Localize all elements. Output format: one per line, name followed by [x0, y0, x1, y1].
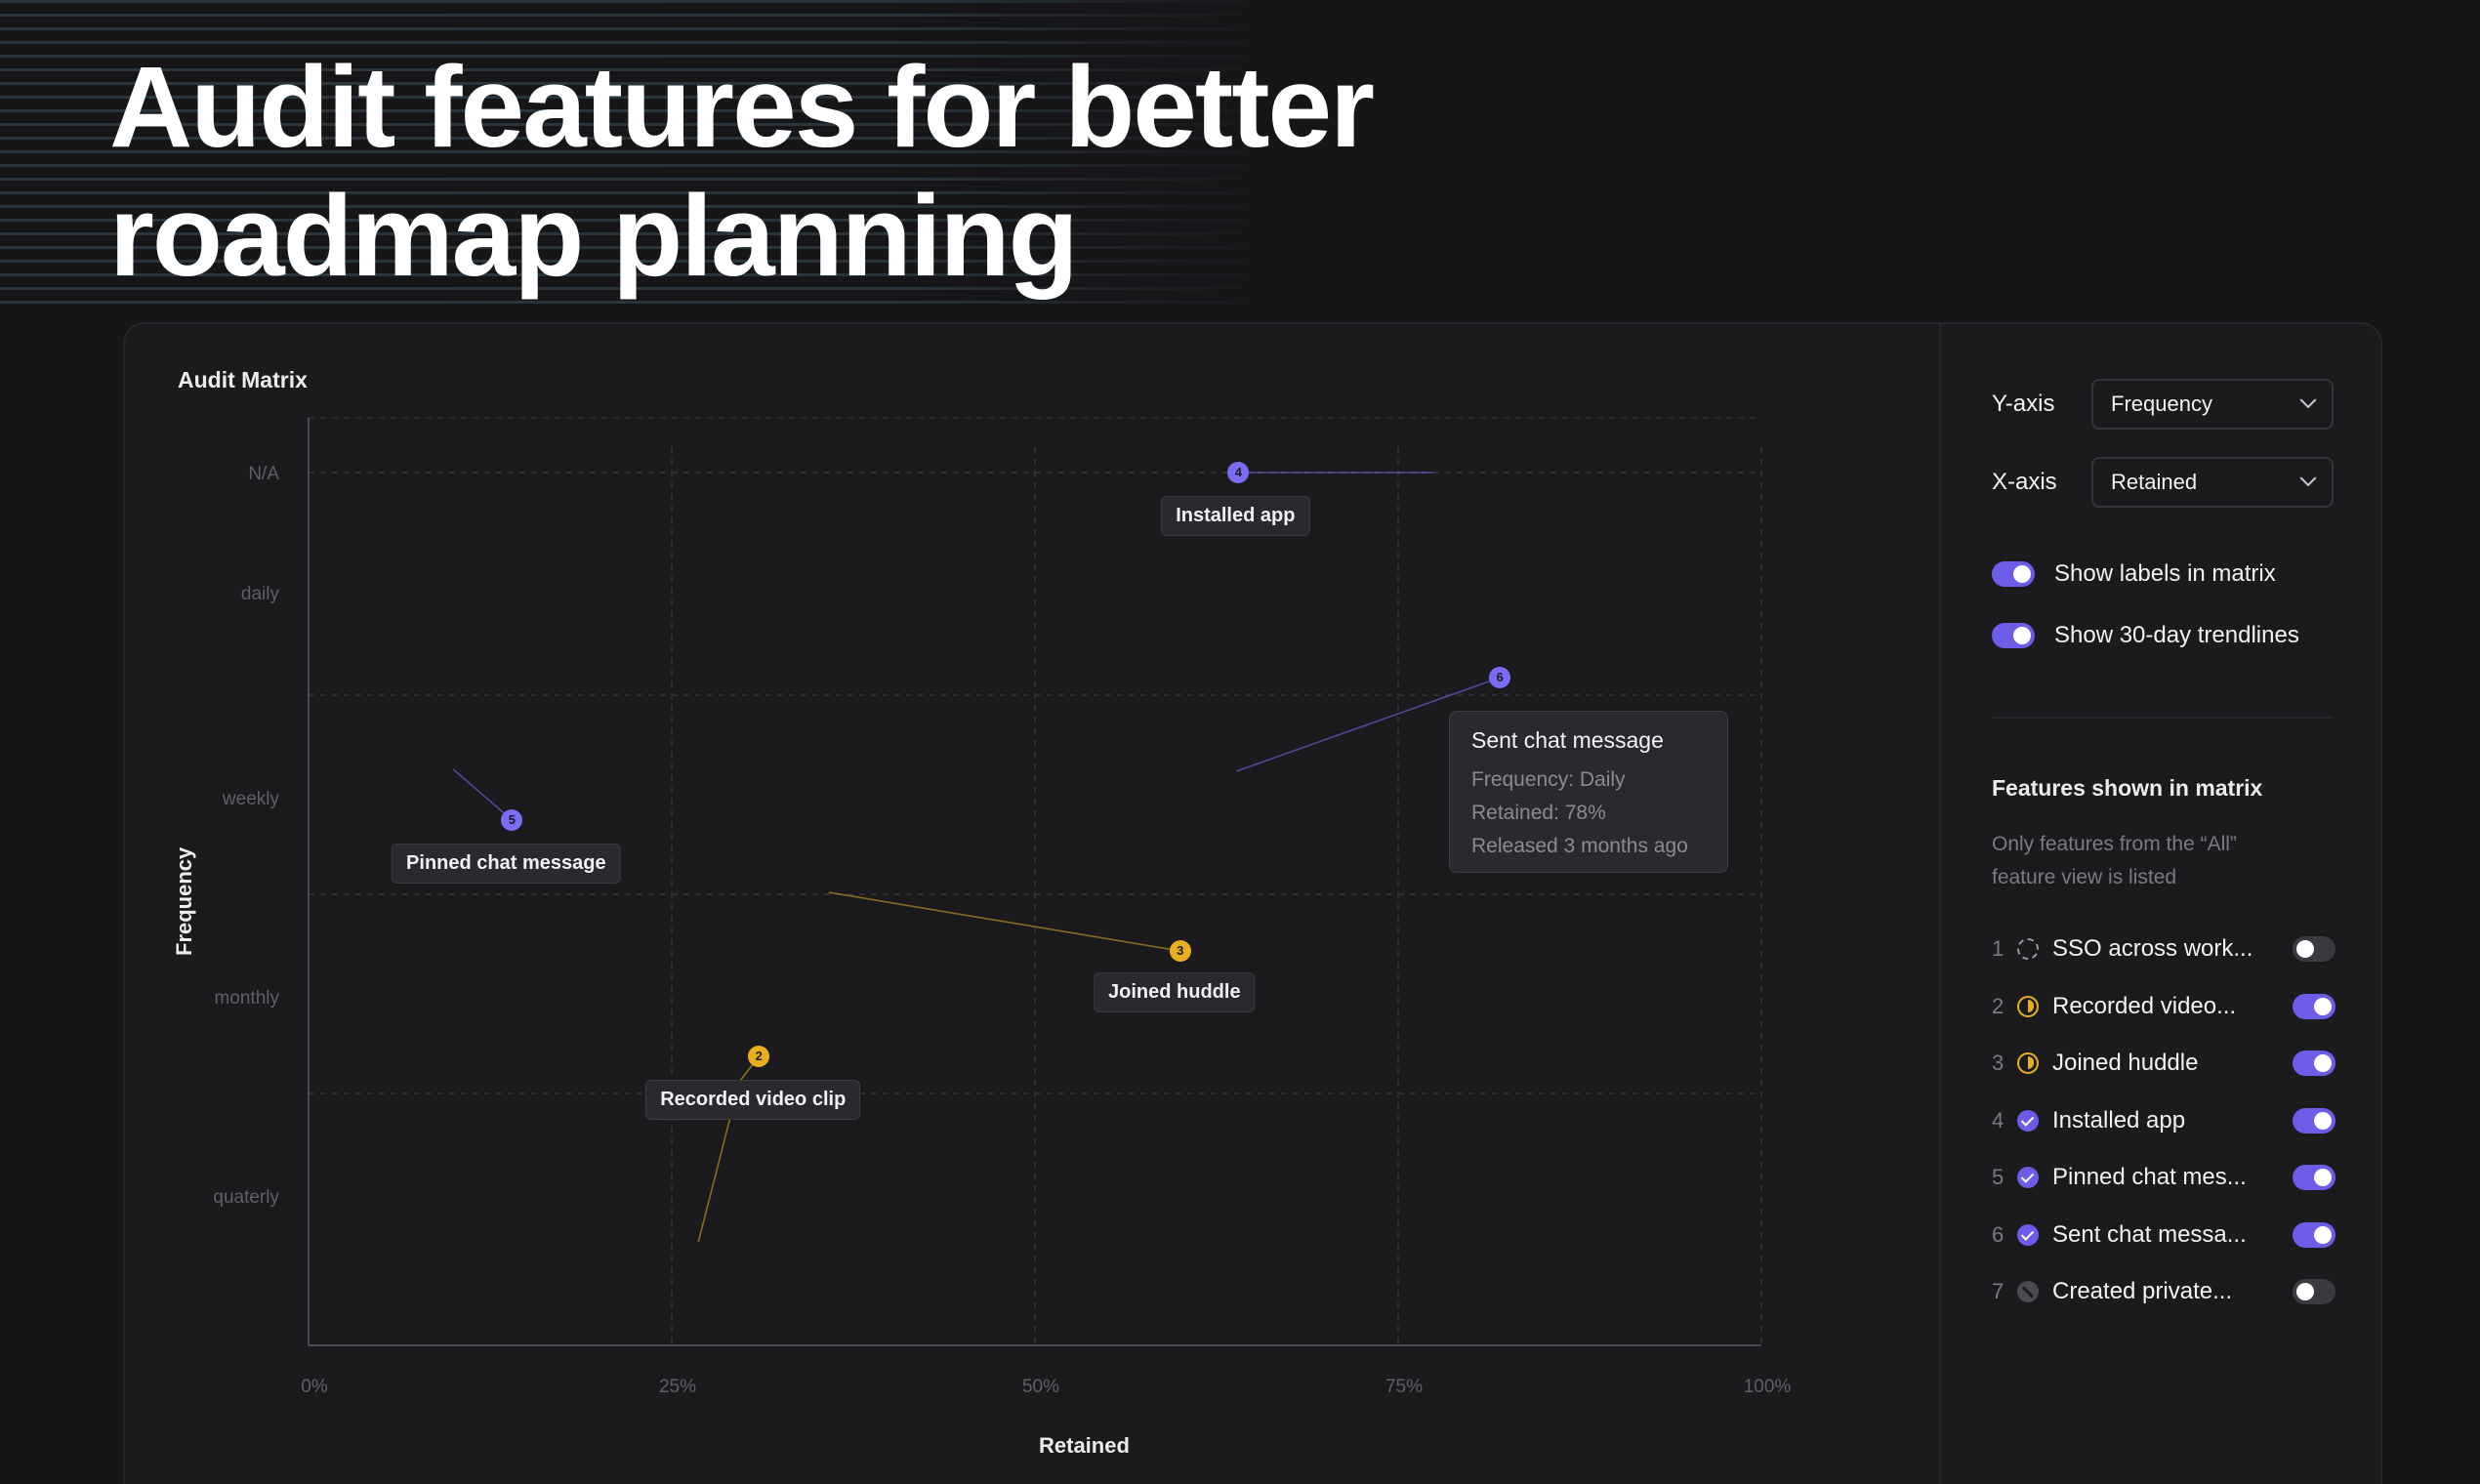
trendline — [828, 891, 1180, 952]
feature-number: 2 — [1992, 993, 2005, 1018]
show-labels-toggle-row: Show labels in matrix — [1992, 560, 2276, 588]
y-tick-label: weekly — [222, 789, 279, 809]
feature-item: 3 Joined huddle — [1992, 1046, 2335, 1081]
point-marker[interactable]: 6 — [1489, 667, 1511, 688]
feature-toggle[interactable] — [2293, 1165, 2335, 1190]
feature-toggle[interactable] — [2293, 1107, 2335, 1134]
settings-sidebar: Y-axis Frequency X-axis Retained Show la… — [1941, 324, 2384, 1484]
check-circle-icon — [2017, 1223, 2039, 1246]
feature-toggle[interactable] — [2293, 993, 2335, 1019]
feature-number: 1 — [1992, 936, 2005, 961]
y-axis-select[interactable]: Frequency — [2091, 379, 2334, 430]
panel-divider — [1939, 324, 1941, 1484]
feature-number: 5 — [1992, 1165, 2005, 1189]
y-tick-label: quaterly — [213, 1187, 279, 1208]
y-axis-select-value: Frequency — [2111, 392, 2212, 416]
feature-item: 6 Sent chat messa... — [1992, 1217, 2335, 1253]
x-tick-label: 0% — [301, 1377, 328, 1397]
tooltip-title: Sent chat message — [1471, 727, 1664, 753]
audit-panel: Audit Matrix Frequency Retained N/A daily… — [123, 322, 2382, 1484]
feature-toggle[interactable] — [2293, 1051, 2335, 1076]
feature-number: 7 — [1992, 1279, 2005, 1303]
point-tooltip: Sent chat message Frequency: Daily Retai… — [1449, 711, 1728, 873]
dashed-circle-icon — [2017, 938, 2039, 960]
matrix-title: Audit Matrix — [178, 367, 308, 392]
check-circle-icon — [2017, 1167, 2039, 1188]
feature-item: 7 Created private... — [1992, 1274, 2335, 1309]
check-circle-icon — [2017, 1109, 2039, 1132]
x-axis-select[interactable]: Retained — [2091, 457, 2334, 508]
show-trendlines-toggle-row: Show 30-day trendlines — [1992, 622, 2299, 649]
point-marker[interactable]: 4 — [1227, 462, 1250, 483]
x-tick-label: 75% — [1385, 1377, 1424, 1397]
features-title: Features shown in matrix — [1992, 775, 2263, 801]
x-axis-title: Retained — [1039, 1433, 1130, 1458]
feature-number: 4 — [1992, 1107, 2005, 1133]
y-tick-label: N/A — [248, 464, 279, 484]
x-tick-label: 25% — [658, 1377, 697, 1397]
x-axis-label: X-axis — [1992, 469, 2057, 495]
feature-name: Pinned chat mes... — [2052, 1164, 2247, 1190]
feature-item: 1 SSO across work... — [1992, 931, 2335, 967]
show-trendlines-label: Show 30-day trendlines — [2054, 622, 2299, 648]
tooltip-retained: Retained: 78% — [1471, 802, 1606, 824]
feature-item: 4 Installed app — [1992, 1103, 2335, 1138]
point-label: Recorded video clip — [645, 1080, 861, 1120]
feature-number: 6 — [1992, 1221, 2005, 1247]
x-tick-label: 50% — [1021, 1377, 1060, 1397]
hero-stripes — [0, 0, 1279, 312]
point-label: Pinned chat message — [392, 844, 621, 884]
feature-name: Created private... — [2052, 1278, 2233, 1304]
point-marker[interactable]: 5 — [501, 809, 523, 831]
x-tick-label: 100% — [1743, 1377, 1792, 1397]
feature-name: SSO across work... — [2052, 935, 2253, 962]
sidebar-divider — [1992, 717, 2334, 719]
feature-name: Recorded video... — [2052, 992, 2237, 1019]
tooltip-released: Released 3 months ago — [1471, 835, 1688, 857]
show-labels-label: Show labels in matrix — [2054, 560, 2276, 587]
trendline — [1235, 677, 1501, 772]
show-labels-toggle[interactable] — [1992, 561, 2035, 587]
x-axis-select-value: Retained — [2111, 470, 2198, 494]
y-axis-control: Y-axis Frequency — [1992, 379, 2334, 430]
y-tick-label: daily — [240, 584, 279, 604]
chevron-down-icon — [2299, 392, 2317, 409]
feature-toggle[interactable] — [2293, 936, 2335, 962]
x-axis-control: X-axis Retained — [1992, 457, 2334, 508]
half-circle-icon — [2017, 1052, 2039, 1074]
hero-title-line2: roadmap planning — [109, 172, 1079, 301]
hero-title: Audit features for better roadmap planni… — [109, 43, 1476, 301]
chevron-down-icon — [2299, 470, 2317, 487]
chart-svg — [308, 417, 1762, 1346]
feature-item: 5 Pinned chat mes... — [1992, 1160, 2335, 1195]
feature-toggle[interactable] — [2293, 1221, 2335, 1248]
cancel-circle-icon — [2017, 1281, 2039, 1302]
audit-matrix-chart: Audit Matrix Frequency Retained N/A daily… — [125, 324, 1939, 1484]
y-tick-label: monthly — [214, 988, 279, 1009]
feature-name: Sent chat messa... — [2052, 1220, 2247, 1248]
feature-toggle[interactable] — [2293, 1279, 2335, 1304]
point-label: Joined huddle — [1094, 972, 1256, 1012]
feature-name: Installed app — [2052, 1106, 2186, 1134]
hero-title-line1: Audit features for better — [109, 43, 1375, 172]
show-trendlines-toggle[interactable] — [1992, 623, 2035, 648]
feature-item: 2 Recorded video... — [1992, 989, 2335, 1024]
half-circle-icon — [2017, 995, 2039, 1017]
features-note: Only features from the “All” feature vie… — [1992, 833, 2237, 888]
trendline — [452, 768, 513, 821]
point-label: Installed app — [1161, 496, 1310, 536]
feature-name: Joined huddle — [2052, 1050, 2199, 1076]
tooltip-frequency: Frequency: Daily — [1471, 768, 1626, 791]
point-marker[interactable]: 2 — [748, 1046, 770, 1067]
point-marker[interactable]: 3 — [1169, 940, 1191, 962]
y-axis-label: Y-axis — [1992, 391, 2055, 417]
feature-number: 3 — [1992, 1051, 2005, 1075]
